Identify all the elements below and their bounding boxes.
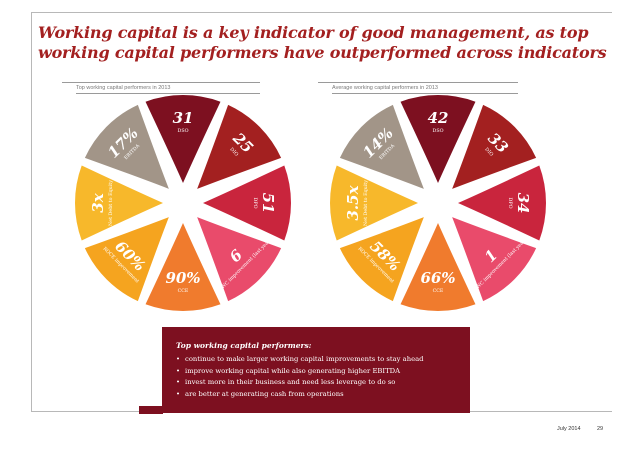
wheel-0-segment-net-debt-to-equity xyxy=(75,165,163,241)
page-number: 29 xyxy=(597,426,604,432)
average-performers-wheel: 42 DSO 33 DIO 34 DPO 1 DWC improvement (last ye… xyxy=(325,90,551,316)
wheel-1-segment-net-debt-to-equity xyxy=(330,165,418,241)
frame-top-line xyxy=(31,12,612,13)
footer-date: July 2014 xyxy=(557,426,581,432)
wheel-0-segment-roce-improvement xyxy=(84,217,169,302)
wheel-0-segment-cce xyxy=(145,223,221,311)
wheel-0-segment-dpo xyxy=(203,165,291,241)
top-performers-rule-bottom xyxy=(76,93,260,94)
wheel-1-segment-roce-improvement xyxy=(339,217,424,302)
title-line-1: Working capital is a key indicator of go… xyxy=(38,23,589,42)
wheel-1-segment-cce xyxy=(400,223,476,311)
wheel-0-segment-dso xyxy=(145,95,221,183)
wheel-0-caption-net-debt-to-equity: Net Debt to Equity xyxy=(108,180,114,226)
wheel-0-value-dpo: 51 xyxy=(259,193,277,214)
wheel-0-segment-dio xyxy=(197,104,282,189)
wheel-1-caption-net-debt-to-equity: Net Debt to Equity xyxy=(363,180,369,226)
info-item-2: improve working capital while also gener… xyxy=(176,366,470,378)
accent-block xyxy=(139,406,163,414)
frame-left-line xyxy=(31,12,32,412)
wheel-1-segment-ebitda xyxy=(339,104,424,189)
average-performers-rule-top xyxy=(318,82,518,83)
wheel-0-caption-cce: CCE xyxy=(178,288,189,294)
wheel-0-value-cce: 90% xyxy=(165,269,200,287)
top-performers-wheel: 31 DSO 25 DIO 51 DPO 6 DWC improvement (last ye… xyxy=(70,90,296,316)
page-title: Working capital is a key indicator of go… xyxy=(38,23,608,63)
top-performers-label: Top working capital performers in 2013 xyxy=(76,85,171,91)
average-performers-label: Average working capital performers in 20… xyxy=(332,85,438,91)
info-box-title: Top working capital performers: xyxy=(176,341,312,350)
wheel-0-segment-dwc-improvement-last-year xyxy=(197,217,282,302)
wheel-1-segment-dio xyxy=(452,104,537,189)
wheel-0-value-dso: 31 xyxy=(173,109,194,127)
wheel-1-segment-dpo xyxy=(458,165,546,241)
wheel-0-caption-dio: DIO xyxy=(228,147,239,158)
wheel-1-caption-cce: CCE xyxy=(433,288,444,294)
wheel-1-value-dso: 42 xyxy=(428,109,449,127)
wheel-1-caption-dio: DIO xyxy=(483,147,494,158)
wheel-1-segment-dso xyxy=(400,95,476,183)
wheel-1-segment-dwc-improvement-last-year xyxy=(452,217,537,302)
wheel-1-label-cce: 66%CCE xyxy=(420,269,455,294)
wheel-1-value-dpo: 34 xyxy=(514,193,532,214)
wheel-0-caption-dso: DSO xyxy=(177,128,188,134)
wheel-0-segment-ebitda xyxy=(84,104,169,189)
info-box-list: continue to make larger working capital … xyxy=(176,354,470,400)
wheel-1-caption-dso: DSO xyxy=(432,128,443,134)
average-performers-rule-bottom xyxy=(332,93,518,94)
wheel-1-label-net-debt-to-equity: 3.5x Net Debt to Equity xyxy=(344,180,369,226)
wheel-0-label-net-debt-to-equity: 3x Net Debt to Equity xyxy=(89,180,114,226)
wheel-0-value-net-debt-to-equity: 3x xyxy=(89,192,107,212)
top-performers-rule-top xyxy=(62,82,260,83)
wheel-0-label-cce: 90%CCE xyxy=(165,269,200,294)
info-item-1: continue to make larger working capital … xyxy=(176,354,470,366)
info-box: Top working capital performers: continue… xyxy=(162,327,470,413)
title-line-2: working capital performers have outperfo… xyxy=(38,43,607,62)
wheel-1-value-cce: 66% xyxy=(420,269,455,287)
info-item-3: invest more in their business and need l… xyxy=(176,377,470,389)
wheel-0-caption-dpo: DPO xyxy=(252,197,258,208)
wheel-1-caption-dpo: DPO xyxy=(507,197,513,208)
wheel-1-value-net-debt-to-equity: 3.5x xyxy=(344,184,362,220)
info-item-4: are better at generating cash from opera… xyxy=(176,389,470,401)
